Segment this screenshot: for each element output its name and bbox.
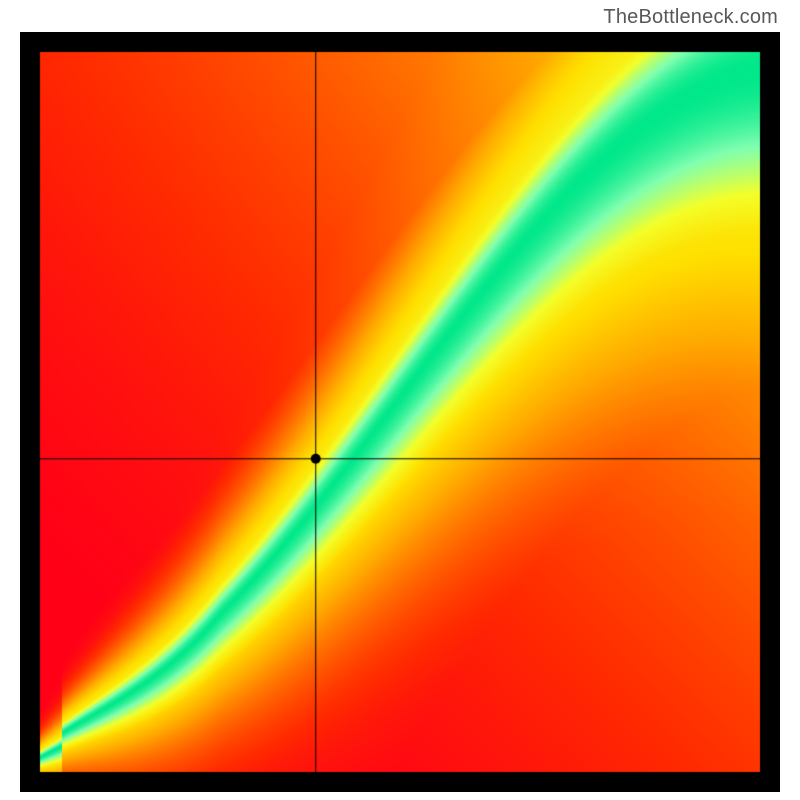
chart-container: TheBottleneck.com xyxy=(0,0,800,800)
heatmap-canvas xyxy=(20,32,780,792)
watermark-label: TheBottleneck.com xyxy=(603,6,778,29)
